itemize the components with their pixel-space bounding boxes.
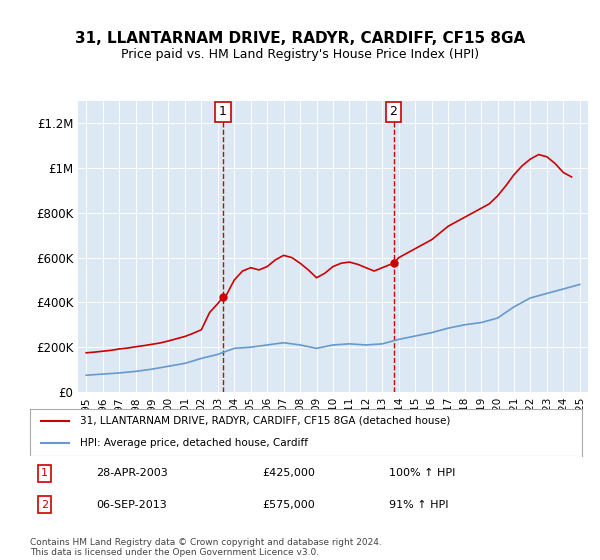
Text: 1: 1: [41, 468, 48, 478]
Text: £425,000: £425,000: [262, 468, 315, 478]
Text: 31, LLANTARNAM DRIVE, RADYR, CARDIFF, CF15 8GA: 31, LLANTARNAM DRIVE, RADYR, CARDIFF, CF…: [75, 31, 525, 46]
Text: 06-SEP-2013: 06-SEP-2013: [96, 500, 167, 510]
Text: 100% ↑ HPI: 100% ↑ HPI: [389, 468, 455, 478]
Text: 31, LLANTARNAM DRIVE, RADYR, CARDIFF, CF15 8GA (detached house): 31, LLANTARNAM DRIVE, RADYR, CARDIFF, CF…: [80, 416, 450, 426]
Text: 2: 2: [389, 105, 397, 119]
Text: 2: 2: [41, 500, 48, 510]
Text: 91% ↑ HPI: 91% ↑ HPI: [389, 500, 448, 510]
Text: Price paid vs. HM Land Registry's House Price Index (HPI): Price paid vs. HM Land Registry's House …: [121, 48, 479, 60]
Text: £575,000: £575,000: [262, 500, 314, 510]
Text: HPI: Average price, detached house, Cardiff: HPI: Average price, detached house, Card…: [80, 438, 308, 448]
Text: Contains HM Land Registry data © Crown copyright and database right 2024.
This d: Contains HM Land Registry data © Crown c…: [30, 538, 382, 557]
Text: 1: 1: [219, 105, 227, 119]
Text: 28-APR-2003: 28-APR-2003: [96, 468, 168, 478]
